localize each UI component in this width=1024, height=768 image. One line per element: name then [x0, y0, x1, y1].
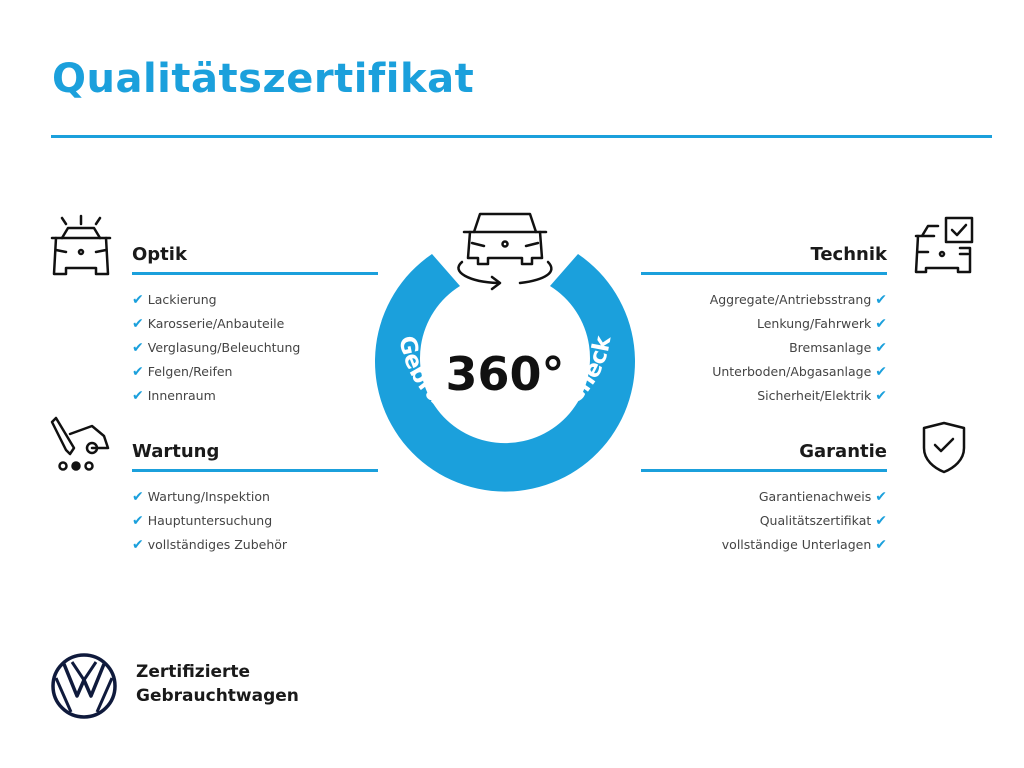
- checklist-item: Aggregate/Antriebsstrang ✔: [641, 288, 887, 312]
- checklist-item-label: Lenkung/Fahrwerk: [757, 316, 872, 331]
- checklist-item-label: Wartung/Inspektion: [147, 489, 270, 504]
- checklist-item-label: Lackierung: [147, 292, 217, 307]
- section-divider: [641, 469, 887, 472]
- check-icon: ✔: [875, 292, 887, 308]
- car-lights-icon: [50, 214, 112, 276]
- check-icon: ✔: [132, 513, 144, 529]
- checklist-item: ✔ Lackierung: [132, 288, 378, 312]
- check-icon: ✔: [132, 316, 144, 332]
- checklist-item-label: Verglasung/Beleuchtung: [147, 340, 301, 355]
- brand-name: Zertifizierte Gebrauchtwagen: [136, 660, 299, 708]
- checklist-item-label: vollständige Unterlagen: [721, 537, 872, 552]
- section-title: Technik: [810, 244, 887, 265]
- shield-check-icon: [922, 421, 966, 474]
- brand-line-1: Zertifizierte: [136, 662, 251, 682]
- ring-inner: [425, 280, 585, 440]
- section-divider: [132, 272, 378, 275]
- section-wartung: Wartung ✔ Wartung/Inspektion ✔ Hauptuntersu…: [132, 437, 378, 557]
- check-icon: ✔: [875, 340, 887, 356]
- checklist-item: vollständige Unterlagen ✔: [641, 533, 887, 557]
- checklist-item: Lenkung/Fahrwerk ✔: [641, 312, 887, 336]
- checklist-item: ✔ Wartung/Inspektion: [132, 485, 378, 509]
- check-icon: ✔: [875, 537, 887, 553]
- vw-logo-icon: [51, 653, 117, 719]
- checklist-item: Bremsanlage ✔: [641, 336, 887, 360]
- checklist-item: Sicherheit/Elektrik ✔: [641, 384, 887, 408]
- section-title: Wartung: [132, 441, 220, 462]
- section-optik: Optik ✔ Lackierung ✔ Karosserie/Anbauteile ✔…: [132, 240, 378, 408]
- check-icon: ✔: [132, 364, 144, 380]
- check-icon: ✔: [132, 340, 144, 356]
- section-title: Garantie: [799, 441, 887, 462]
- checklist-item: ✔ Innenraum: [132, 384, 378, 408]
- title-divider: [51, 135, 992, 138]
- checklist-item-label: Aggregate/Antriebsstrang: [709, 292, 872, 307]
- checklist-item-label: Qualitätszertifikat: [759, 513, 872, 528]
- check-icon: ✔: [875, 489, 887, 505]
- checklist-item-label: Felgen/Reifen: [147, 364, 233, 379]
- check-icon: ✔: [875, 388, 887, 404]
- section-title: Optik: [132, 244, 187, 265]
- checklist-item-label: vollständiges Zubehör: [147, 537, 288, 552]
- checklist-item: Garantienachweis ✔: [641, 485, 887, 509]
- check-icon: ✔: [875, 364, 887, 380]
- page-title: Qualitätszertifikat: [52, 56, 475, 102]
- section-divider: [132, 469, 378, 472]
- check-icon: ✔: [132, 537, 144, 553]
- checklist-item: Unterboden/Abgasanlage ✔: [641, 360, 887, 384]
- car-checkbox-icon: [914, 216, 974, 274]
- section-technik: Technik Aggregate/Antriebsstrang ✔ Lenkung…: [641, 240, 887, 408]
- ring-arc: [375, 254, 636, 492]
- checklist-item-label: Bremsanlage: [789, 340, 872, 355]
- checklist-item-label: Hauptuntersuchung: [147, 513, 273, 528]
- degrees-label: 360°: [445, 347, 564, 401]
- checklist-item-label: Garantienachweis: [758, 489, 872, 504]
- check-icon: ✔: [132, 489, 144, 505]
- checklist-item-label: Innenraum: [147, 388, 216, 403]
- car-rotate-icon: [457, 212, 553, 291]
- checklist-item: ✔ Hauptuntersuchung: [132, 509, 378, 533]
- checklist-item: ✔ Karosserie/Anbauteile: [132, 312, 378, 336]
- check-icon: ✔: [132, 388, 144, 404]
- checklist-item-label: Sicherheit/Elektrik: [757, 388, 872, 403]
- checklist-item: ✔ Felgen/Reifen: [132, 360, 378, 384]
- section-garantie: Garantie Garantienachweis ✔ Qualitätszerti…: [641, 437, 887, 557]
- check-icon: ✔: [875, 316, 887, 332]
- checklist-item: Qualitätszertifikat ✔: [641, 509, 887, 533]
- check-icon: ✔: [875, 513, 887, 529]
- service-van-icon: [50, 416, 110, 471]
- checklist-item: ✔ Verglasung/Beleuchtung: [132, 336, 378, 360]
- section-divider: [641, 272, 887, 275]
- checklist-item: ✔ vollständiges Zubehör: [132, 533, 378, 557]
- checklist-item-label: Unterboden/Abgasanlage: [712, 364, 872, 379]
- brand-line-2: Gebrauchtwagen: [136, 686, 299, 706]
- check-icon: ✔: [132, 292, 144, 308]
- checklist-item-label: Karosserie/Anbauteile: [147, 316, 285, 331]
